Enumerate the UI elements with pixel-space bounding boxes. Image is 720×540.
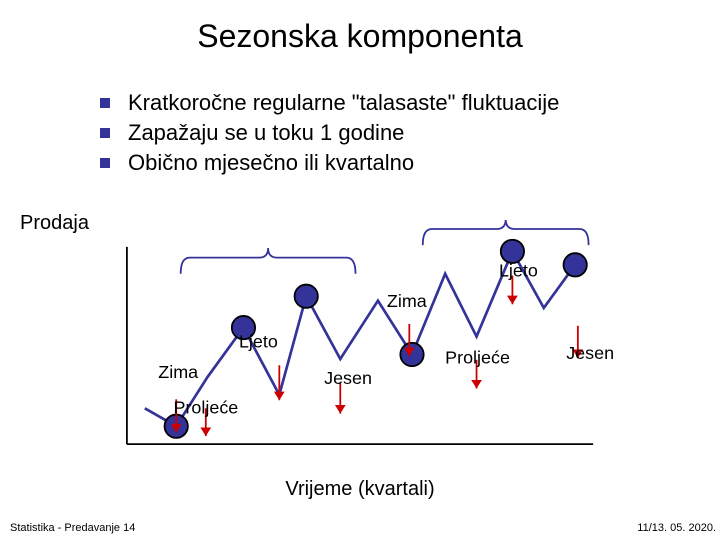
chart-area: Zima Proljeće Ljeto Jesen Zima Proljeće Ljeto J… xyxy=(60,220,660,470)
data-marker xyxy=(564,253,587,276)
slide-title: Sezonska komponenta xyxy=(0,18,720,55)
brace xyxy=(181,248,356,274)
bullet-text: Zapažaju se u toku 1 godine xyxy=(128,120,404,146)
x-axis-label: Vrijeme (kvartali) xyxy=(0,478,720,501)
bullet-item: Obično mjesečno ili kvartalno xyxy=(100,150,660,176)
footer-right: 11/13. 05. 2020. xyxy=(637,522,716,534)
data-marker xyxy=(400,343,423,366)
bullet-icon xyxy=(100,158,110,168)
season-label: Jesen xyxy=(324,368,372,388)
bullet-list: Kratkoročne regularne "talasaste" fluktu… xyxy=(100,90,660,180)
bullet-text: Obično mjesečno ili kvartalno xyxy=(128,150,414,176)
bullet-item: Zapažaju se u toku 1 godine xyxy=(100,120,660,146)
bullet-icon xyxy=(100,128,110,138)
season-label: Proljeće xyxy=(174,398,239,418)
season-label: Ljeto xyxy=(239,331,278,351)
season-label: Ljeto xyxy=(499,260,538,280)
bullet-item: Kratkoročne regularne "talasaste" fluktu… xyxy=(100,90,660,116)
arrow-head-icon xyxy=(274,392,285,401)
data-marker xyxy=(501,240,524,263)
data-marker xyxy=(295,285,318,308)
bullet-text: Kratkoročne regularne "talasaste" fluktu… xyxy=(128,90,559,116)
bullet-icon xyxy=(100,98,110,108)
arrow-head-icon xyxy=(507,296,518,305)
season-label: Jesen xyxy=(566,343,614,363)
footer-left: Statistika - Predavanje 14 xyxy=(10,522,135,534)
arrow-head-icon xyxy=(335,405,346,414)
season-label: Zima xyxy=(158,362,198,382)
slide: Sezonska komponenta Kratkoročne regularn… xyxy=(0,0,720,540)
season-label: Proljeće xyxy=(445,347,510,367)
season-label: Zima xyxy=(387,291,427,311)
arrow-head-icon xyxy=(471,380,482,389)
arrow-head-icon xyxy=(200,427,211,436)
chart-svg: Zima Proljeće Ljeto Jesen Zima Proljeće Ljeto J… xyxy=(60,220,660,480)
